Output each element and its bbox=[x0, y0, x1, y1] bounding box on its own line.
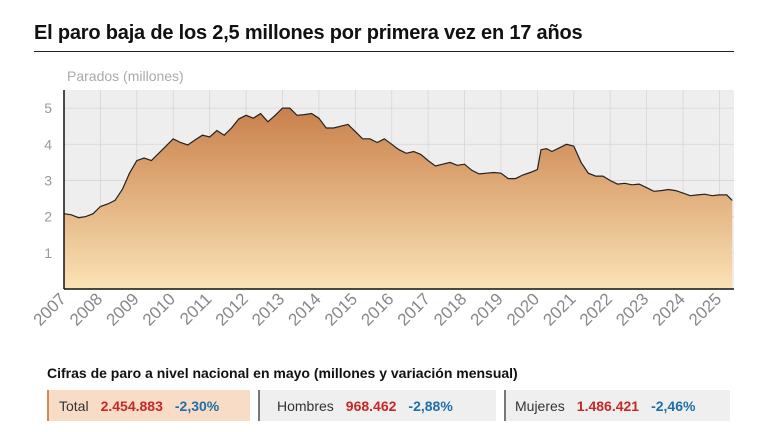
x-tick-2012: 2012 bbox=[212, 289, 252, 329]
x-tick-2020: 2020 bbox=[503, 289, 543, 329]
y-tick-5: 5 bbox=[44, 100, 52, 116]
stat-men-value: 968.462 bbox=[345, 397, 397, 414]
y-tick-labels: 1 2 3 4 5 bbox=[44, 100, 52, 261]
stat-women: Mujeres 1.486.421 -2,46% bbox=[504, 390, 730, 421]
x-tick-2019: 2019 bbox=[467, 289, 507, 329]
x-tick-2016: 2016 bbox=[357, 289, 397, 329]
series-area bbox=[64, 108, 733, 289]
stat-men-label: Hombres bbox=[277, 397, 334, 414]
x-tick-2023: 2023 bbox=[612, 289, 652, 329]
x-tick-2007: 2007 bbox=[30, 289, 70, 329]
x-tick-2025: 2025 bbox=[685, 289, 725, 329]
stat-total-label: Total bbox=[59, 397, 89, 414]
stat-men: Hombres 968.462 -2,88% bbox=[258, 390, 496, 421]
title-divider bbox=[34, 51, 734, 52]
x-tick-2017: 2017 bbox=[394, 289, 434, 329]
x-tick-2013: 2013 bbox=[248, 289, 288, 329]
x-tick-labels: 2007200820092010201120122013201420152016… bbox=[30, 289, 726, 329]
x-tick-2011: 2011 bbox=[176, 289, 215, 328]
stat-women-label: Mujeres bbox=[515, 397, 565, 414]
series-line bbox=[63, 107, 733, 219]
x-tick-2014: 2014 bbox=[285, 289, 325, 329]
stat-total-value: 2.454.883 bbox=[100, 397, 163, 414]
x-tick-2018: 2018 bbox=[430, 289, 470, 329]
y-axis-label: Parados (millones) bbox=[67, 68, 184, 84]
y-tick-4: 4 bbox=[44, 136, 52, 152]
stat-women-change: -2,46% bbox=[651, 397, 696, 414]
stat-total: Total 2.454.883 -2,30% bbox=[47, 390, 250, 421]
x-tick-2010: 2010 bbox=[139, 289, 179, 329]
stat-men-change: -2,88% bbox=[408, 397, 453, 414]
stat-total-change: -2,30% bbox=[174, 397, 220, 414]
x-tick-2021: 2021 bbox=[539, 289, 579, 329]
x-tick-2022: 2022 bbox=[576, 289, 616, 329]
x-tick-2024: 2024 bbox=[649, 289, 689, 329]
chart-title: El paro baja de los 2,5 millones por pri… bbox=[34, 22, 583, 44]
x-tick-2015: 2015 bbox=[321, 289, 361, 329]
y-tick-1: 1 bbox=[44, 245, 52, 261]
x-tick-2009: 2009 bbox=[102, 289, 142, 329]
y-tick-3: 3 bbox=[44, 172, 52, 188]
stats-subtitle: Cifras de paro a nivel nacional en mayo … bbox=[47, 365, 518, 381]
stat-women-value: 1.486.421 bbox=[576, 397, 640, 414]
y-tick-2: 2 bbox=[44, 209, 52, 225]
x-tick-2008: 2008 bbox=[66, 289, 106, 329]
